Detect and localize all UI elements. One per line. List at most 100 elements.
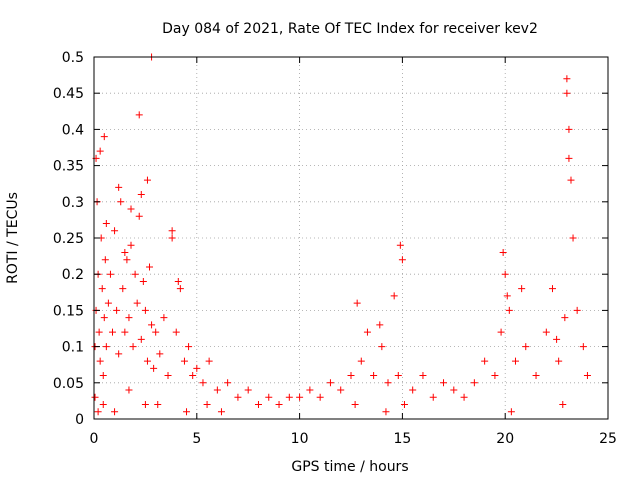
data-point <box>583 372 591 380</box>
data-point <box>481 357 489 365</box>
data-point <box>154 401 162 409</box>
data-point <box>115 183 123 191</box>
data-point <box>337 386 345 394</box>
data-point <box>382 408 390 416</box>
x-tick-label: 25 <box>599 431 617 447</box>
data-point <box>156 350 164 358</box>
data-point <box>390 292 398 300</box>
data-point <box>394 372 402 380</box>
y-tick-label: 0 <box>75 412 84 428</box>
data-point <box>542 328 550 336</box>
data-point <box>152 328 160 336</box>
y-tick-label: 0.35 <box>53 159 84 175</box>
data-point <box>199 379 207 387</box>
data-point <box>137 335 145 343</box>
data-point <box>111 408 119 416</box>
y-tick-label: 0.2 <box>62 267 84 283</box>
data-point <box>119 285 127 293</box>
data-point <box>565 154 573 162</box>
chart-title: Day 084 of 2021, Rate Of TEC Index for r… <box>162 21 538 37</box>
data-point <box>569 234 577 242</box>
data-point <box>357 357 365 365</box>
data-point <box>123 256 131 264</box>
data-point <box>100 133 108 141</box>
data-point <box>125 314 133 322</box>
data-point <box>351 401 359 409</box>
data-point <box>555 357 563 365</box>
data-point <box>370 372 378 380</box>
x-tick-label: 5 <box>192 431 201 447</box>
data-point <box>96 147 104 155</box>
data-point <box>553 335 561 343</box>
data-point <box>176 285 184 293</box>
y-tick-label: 0.25 <box>53 231 84 247</box>
data-point <box>150 364 158 372</box>
data-point <box>141 401 149 409</box>
data-point <box>127 205 135 213</box>
data-point <box>511 357 519 365</box>
data-point <box>101 256 109 264</box>
y-tick-label: 0.05 <box>53 376 84 392</box>
data-point <box>91 393 99 401</box>
data-point <box>135 111 143 119</box>
data-point <box>143 357 151 365</box>
data-point <box>133 299 141 307</box>
data-point <box>111 227 119 235</box>
data-point <box>548 285 556 293</box>
data-point <box>234 393 242 401</box>
data-point <box>563 75 571 83</box>
data-point <box>135 212 143 220</box>
data-point <box>99 401 107 409</box>
data-point <box>573 306 581 314</box>
data-point <box>353 299 361 307</box>
data-point <box>99 372 107 380</box>
axis-ticks: 0 5 10 15 20 25 0 0.05 0.1 0.15 0.2 0.25 0.3 0.35 0.4 0… <box>53 50 617 447</box>
data-points <box>91 53 591 416</box>
data-point <box>98 285 106 293</box>
data-point <box>189 372 197 380</box>
data-point <box>363 328 371 336</box>
data-point <box>440 379 448 387</box>
data-point <box>565 125 573 133</box>
data-point <box>491 372 499 380</box>
data-point <box>579 343 587 351</box>
data-point <box>400 401 408 409</box>
data-point <box>507 408 515 416</box>
data-point <box>559 401 567 409</box>
data-point <box>185 343 193 351</box>
data-point <box>160 314 168 322</box>
data-point <box>306 386 314 394</box>
data-point <box>168 234 176 242</box>
data-point <box>450 386 458 394</box>
data-point <box>497 328 505 336</box>
data-point <box>131 270 139 278</box>
data-point <box>409 386 417 394</box>
data-point <box>121 248 129 256</box>
data-point <box>106 270 114 278</box>
data-point <box>532 372 540 380</box>
data-point <box>505 306 513 314</box>
data-point <box>117 198 125 206</box>
data-point <box>384 379 392 387</box>
data-point <box>244 386 252 394</box>
y-tick-label: 0.5 <box>62 50 84 66</box>
data-point <box>109 328 117 336</box>
data-point <box>183 408 191 416</box>
grid <box>94 57 608 419</box>
data-point <box>563 89 571 97</box>
y-tick-label: 0.15 <box>53 303 84 319</box>
x-tick-label: 20 <box>496 431 514 447</box>
data-point <box>503 292 511 300</box>
data-point <box>193 364 201 372</box>
data-point <box>113 306 121 314</box>
x-tick-label: 10 <box>291 431 309 447</box>
data-point <box>275 401 283 409</box>
data-point <box>125 386 133 394</box>
data-point <box>127 241 135 249</box>
data-point <box>100 314 108 322</box>
data-point <box>419 372 427 380</box>
data-point <box>141 306 149 314</box>
y-axis-title: ROTI / TECUs <box>5 192 21 284</box>
data-point <box>121 328 129 336</box>
